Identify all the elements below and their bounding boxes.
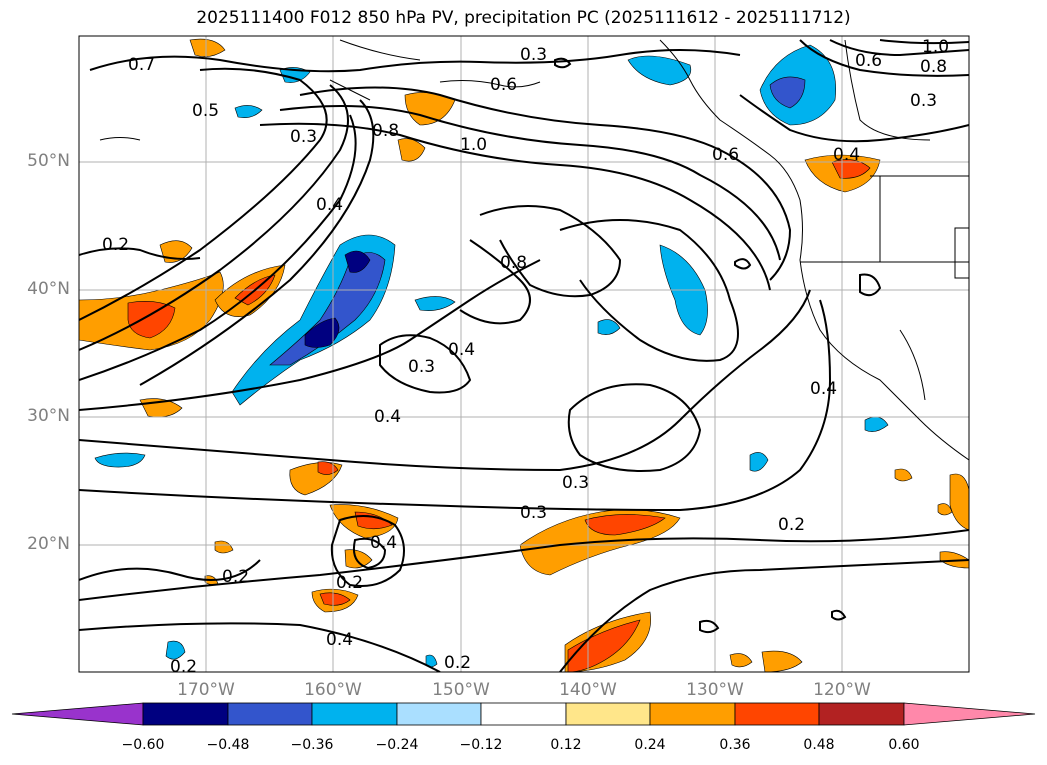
- contour-label: 0.3: [562, 473, 589, 493]
- colorbar-tick-label: −0.12: [459, 737, 503, 753]
- contour-label: 0.2: [444, 653, 471, 673]
- precip-blob-pos: [214, 540, 234, 554]
- colorbar-segment: [311, 702, 398, 726]
- lon-label: 130°W: [686, 680, 744, 700]
- lon-label: 170°W: [177, 680, 235, 700]
- precip-blob-neg: [269, 252, 386, 366]
- colorbar-segment: [396, 702, 482, 726]
- colorbar-tick-label: 0.24: [634, 737, 666, 753]
- precip-blob-pos: [397, 138, 426, 162]
- map-frame: [78, 35, 970, 673]
- contour-labels: 0.7 0.5 0.6 0.3 0.8 1.0 0.4 0.2 0.3 0.4 …: [102, 37, 949, 677]
- precip-blob-pos: [761, 650, 803, 672]
- lon-label: 120°W: [813, 680, 871, 700]
- lat-label: 30°N: [27, 406, 70, 426]
- colorbar-segment: [480, 702, 567, 726]
- precip-blob-neg: [769, 76, 806, 109]
- contour-label: 0.3: [520, 45, 547, 65]
- colorbar-tick-label: −0.48: [206, 737, 250, 753]
- colorbar-segment: [649, 702, 736, 726]
- colorbar-segment: [565, 702, 651, 726]
- contour-label: 0.7: [128, 55, 155, 75]
- contour-label: 0.4: [370, 533, 397, 553]
- colorbar-segment: [734, 702, 820, 726]
- contour-label: 1.0: [460, 135, 487, 155]
- colorbar-segment: [142, 702, 229, 726]
- contour-label: 0.8: [500, 253, 527, 273]
- contour-label: 0.8: [920, 57, 947, 77]
- contour-label: 1.0: [922, 37, 949, 57]
- precip-blob-neg: [414, 296, 456, 311]
- colorbar-extend-low: [11, 702, 144, 726]
- lat-label: 40°N: [27, 279, 70, 299]
- precip-blob-neg: [165, 640, 186, 660]
- pv-contours: [79, 39, 969, 672]
- colorbar-tick-label: 0.60: [888, 737, 920, 753]
- colorbar-tick-label: −0.60: [121, 737, 165, 753]
- precip-blob-neg: [864, 416, 889, 432]
- precip-blob-pos: [584, 514, 666, 536]
- contour-label: 0.3: [520, 503, 547, 523]
- precip-blob-pos: [949, 473, 969, 531]
- contour-label: 0.4: [833, 145, 860, 165]
- contour-label: 0.4: [326, 630, 353, 650]
- colorbar-extend-high: [903, 702, 1036, 726]
- colorbar-tick-label: 0.48: [803, 737, 835, 753]
- contour-label: 0.2: [336, 573, 363, 593]
- colorbar-tick-label: −0.24: [375, 737, 419, 753]
- lat-label: 50°N: [27, 151, 70, 171]
- precip-blob-pos: [729, 653, 753, 668]
- lat-label: 20°N: [27, 534, 70, 554]
- contour-label: 0.5: [192, 101, 219, 121]
- precip-blob-pos: [127, 301, 176, 339]
- colorbar-tick-label: 0.36: [719, 737, 751, 753]
- lon-label: 150°W: [432, 680, 490, 700]
- map-plot-area: 0.7 0.5 0.6 0.3 0.8 1.0 0.4 0.2 0.3 0.4 …: [79, 36, 969, 677]
- map-title: 2025111400 F012 850 hPa PV, precipitatio…: [196, 8, 851, 28]
- precip-blob-neg: [749, 452, 769, 472]
- contour-label: 0.2: [170, 657, 197, 677]
- contour-label: 0.4: [448, 340, 475, 360]
- colorbar-segment: [818, 702, 905, 726]
- contour-label: 0.2: [102, 235, 129, 255]
- precip-blob-pos: [344, 549, 373, 569]
- precip-blob-neg: [597, 319, 621, 335]
- precip-blob-pos: [189, 38, 226, 57]
- colorbar-tick-label: −0.36: [290, 737, 334, 753]
- contour-label: 0.3: [408, 357, 435, 377]
- colorbar-tick-label: 0.12: [550, 737, 582, 753]
- precip-blob-neg: [234, 105, 263, 118]
- lon-label: 140°W: [559, 680, 617, 700]
- precip-blob-pos: [894, 468, 913, 482]
- precip-blob-pos: [937, 503, 953, 516]
- lon-label: 160°W: [304, 680, 362, 700]
- contour-label: 0.3: [290, 127, 317, 147]
- contour-label: 0.2: [222, 567, 249, 587]
- precip-blob-pos: [567, 619, 641, 672]
- precip-blob-pos: [319, 592, 351, 606]
- contour-label: 0.2: [778, 515, 805, 535]
- precip-blob-neg: [344, 250, 371, 273]
- contour-label: 0.6: [855, 51, 882, 71]
- contour-label: 0.6: [490, 75, 517, 95]
- colorbar: [11, 702, 1036, 726]
- contour-label: 0.3: [910, 91, 937, 111]
- contour-label: 0.6: [712, 145, 739, 165]
- precip-blob-neg: [304, 317, 340, 348]
- contour-label: 0.8: [372, 121, 399, 141]
- contour-label: 0.4: [316, 195, 343, 215]
- precip-blob-neg: [94, 452, 146, 468]
- graticule: [79, 36, 969, 672]
- contour-label: 0.4: [374, 407, 401, 427]
- precip-blob-neg: [627, 55, 692, 86]
- coastlines: [99, 39, 969, 461]
- colorbar-segment: [227, 702, 313, 726]
- contour-label: 0.4: [810, 379, 837, 399]
- precip-shading: [79, 38, 969, 672]
